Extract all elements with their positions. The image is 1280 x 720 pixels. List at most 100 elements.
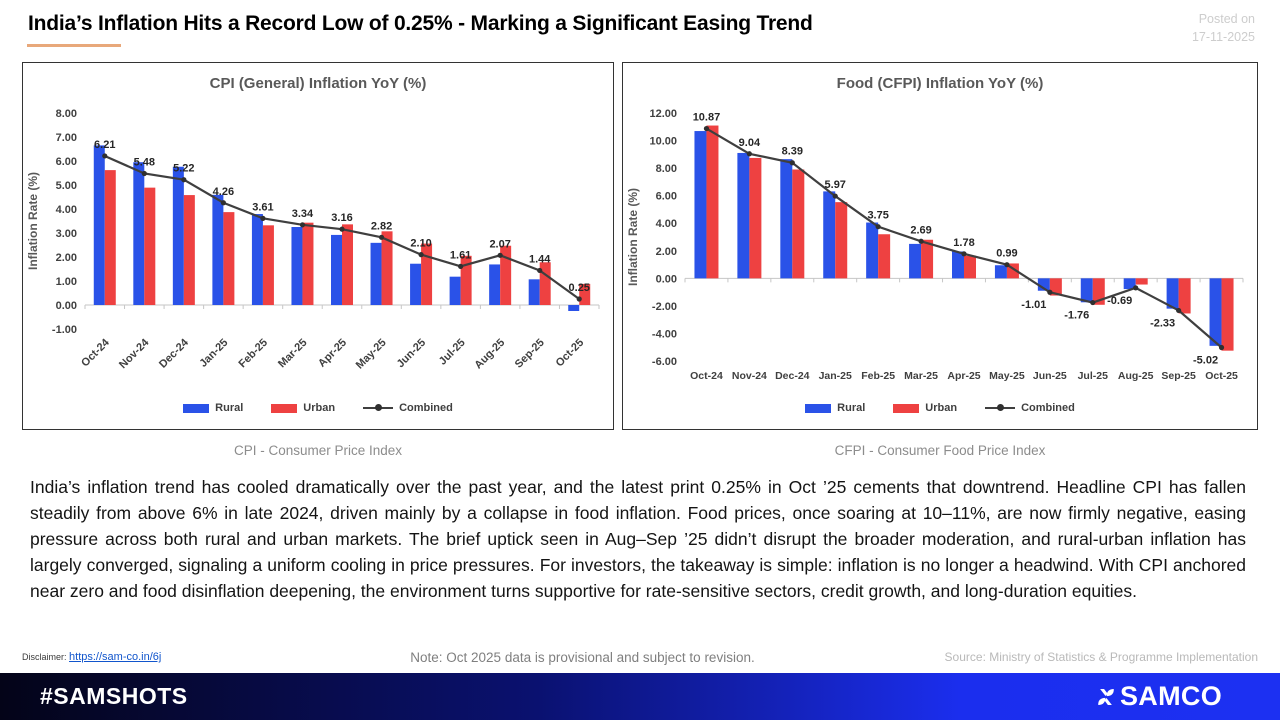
combined-point: [1176, 307, 1182, 314]
cpi-chart-panel: CPI (General) Inflation YoY (%) 8.00 7.00…: [22, 62, 614, 430]
combined-dot-marker: [375, 404, 383, 412]
urban-bar: [262, 225, 274, 305]
legend-label-rural: Rural: [837, 402, 866, 414]
rural-swatch: [183, 403, 210, 413]
urban-bar: [835, 202, 848, 279]
cfpi-legend: Rural Urban Combined: [623, 395, 1257, 429]
rural-bar: [331, 234, 342, 305]
y-tick-label: 1.00: [56, 276, 77, 288]
combined-value-label: -5.02: [1193, 354, 1218, 366]
rural-bar: [909, 243, 922, 279]
disclaimer-link[interactable]: https://sam-co.in/6j: [69, 651, 162, 663]
combined-point: [1047, 289, 1053, 295]
rural-bar: [568, 305, 580, 311]
cpi-caption: CPI - Consumer Price Index: [233, 443, 403, 458]
urban-bar: [302, 222, 314, 305]
rural-bar: [172, 166, 184, 305]
cpi-plot-svg: 8.00 7.00 6.00 5.00 4.00 3.00 2.00 1.00 0.00 -1.0…: [26, 108, 600, 372]
x-tick-label: Oct-25: [1205, 370, 1238, 382]
combined-value-label: 3.16: [331, 212, 352, 224]
combined-dot-marker: [997, 404, 1005, 412]
x-tick-label: Nov-24: [117, 336, 152, 371]
x-tick-label: Jan-25: [197, 337, 230, 370]
combined-value-label: 3.34: [292, 208, 314, 220]
rural-bar: [737, 152, 750, 279]
rural-bar: [1123, 278, 1136, 290]
urban-bar: [144, 187, 156, 305]
combined-value-label: 1.78: [953, 237, 974, 249]
x-tick-label: Feb-25: [236, 337, 270, 371]
cfpi-caption: CFPI - Consumer Food Price Index: [834, 443, 1046, 458]
combined-value-label: -1.01: [1021, 299, 1046, 311]
samco-logo-text: SAMCO: [1120, 681, 1222, 711]
urban-bar: [792, 169, 805, 279]
urban-bar: [460, 255, 472, 305]
y-tick-label: 7.00: [56, 132, 77, 144]
urban-bar: [921, 239, 934, 279]
urban-bar: [1221, 278, 1234, 351]
x-tick-label: Jul-25: [437, 337, 468, 368]
combined-value-label: 2.82: [371, 220, 392, 232]
x-tick-label: Dec-24: [775, 370, 810, 382]
x-tick-label: Aug-25: [472, 337, 507, 372]
combined-point: [378, 234, 385, 240]
combined-point: [1218, 344, 1225, 351]
y-tick-label: 8.00: [56, 108, 77, 120]
posted-on-label: Posted on: [1198, 12, 1255, 26]
y-tick-label: 4.00: [656, 218, 677, 230]
urban-bar: [579, 283, 591, 305]
samco-logo-icon: [1098, 688, 1114, 705]
legend-label-combined: Combined: [399, 402, 453, 414]
rural-bar: [528, 279, 540, 305]
x-tick-label: Mar-25: [904, 370, 938, 382]
x-tick-label: Jun-25: [1033, 370, 1067, 382]
legend-item-combined: Combined: [985, 402, 1075, 414]
rural-bar: [370, 242, 382, 305]
urban-swatch: [271, 403, 298, 413]
legend-item-rural: Rural: [805, 402, 865, 414]
combined-line-marker: [985, 404, 1016, 412]
x-tick-label: May-25: [354, 337, 389, 372]
rural-bar: [449, 276, 461, 305]
combined-value-label: 2.69: [910, 224, 931, 236]
combined-point: [418, 252, 424, 258]
x-tick-label: Oct-24: [690, 370, 723, 382]
summary-paragraph: India’s inflation trend has cooled drama…: [30, 477, 1246, 601]
combined-point: [537, 267, 543, 274]
rural-bar: [291, 227, 303, 305]
y-tick-label: 6.00: [56, 156, 77, 168]
combined-point: [497, 252, 503, 258]
y-tick-label: 5.00: [56, 180, 77, 192]
y-tick-label: -6.00: [652, 356, 677, 368]
urban-bar: [1092, 278, 1105, 305]
rural-bar: [1080, 278, 1093, 303]
combined-point: [141, 170, 147, 177]
x-tick-label: Dec-24: [157, 336, 192, 371]
rural-bar: [1209, 278, 1222, 346]
y-tick-label: 12.00: [649, 108, 677, 120]
urban-bar: [500, 245, 512, 305]
x-tick-label: Jul-25: [1078, 370, 1109, 382]
rural-bar: [410, 263, 422, 305]
rural-bar: [694, 131, 707, 279]
x-tick-label: Feb-25: [861, 370, 895, 382]
urban-bar: [342, 224, 353, 305]
combined-point: [1004, 262, 1010, 268]
legend-item-urban: Urban: [893, 402, 957, 414]
combined-point: [746, 151, 752, 157]
combined-value-label: 3.61: [252, 201, 273, 213]
y-axis-title: Inflation Rate (%): [626, 188, 640, 286]
combined-value-label: 0.99: [996, 248, 1017, 260]
legend-item-rural: Rural: [183, 402, 243, 414]
y-tick-label: -2.00: [652, 301, 677, 313]
provisional-note: Note: Oct 2025 data is provisional and s…: [410, 649, 755, 665]
rural-bar: [1166, 278, 1179, 309]
combined-value-label: 5.97: [825, 179, 846, 191]
x-tick-label: Apr-25: [316, 337, 349, 370]
rural-swatch: [805, 403, 832, 413]
rural-bar: [133, 162, 145, 305]
y-tick-label: 3.00: [56, 228, 77, 240]
y-tick-label: 6.00: [656, 191, 677, 203]
urban-bar: [749, 157, 762, 279]
